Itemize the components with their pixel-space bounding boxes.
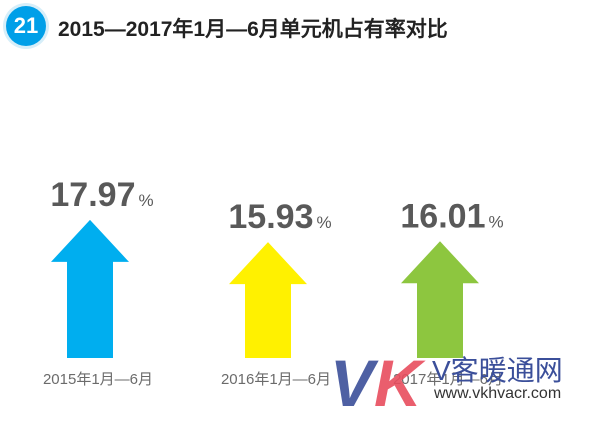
category-label-2: 2016年1月—6月 [221, 371, 331, 388]
arrow-bar-1 [51, 219, 129, 358]
value-label-2: 15.93% [228, 198, 331, 236]
watermark-logo: VK V客暖通网 www.vkhvacr.com [330, 345, 600, 422]
chart-number: 21 [13, 13, 39, 38]
value-label-1: 17.97% [50, 176, 153, 214]
value-label-3: 16.01% [400, 197, 503, 235]
watermark-site-name: V客暖通网 [432, 355, 563, 386]
arrow-bar-2 [229, 242, 307, 358]
category-label-1: 2015年1月—6月 [43, 371, 153, 388]
arrow-bar-3 [401, 241, 479, 358]
chart-title: 2015—2017年1月—6月单元机占有率对比 [58, 18, 448, 41]
chart-number-badge: 21 [6, 6, 46, 46]
watermark-vk-logo: VK [330, 346, 422, 420]
watermark-url: www.vkhvacr.com [434, 385, 562, 402]
category-label-3: 2017年1月—6月 [393, 371, 503, 388]
chart-header: 21 2015—2017年1月—6月单元机占有率对比 [6, 6, 596, 46]
